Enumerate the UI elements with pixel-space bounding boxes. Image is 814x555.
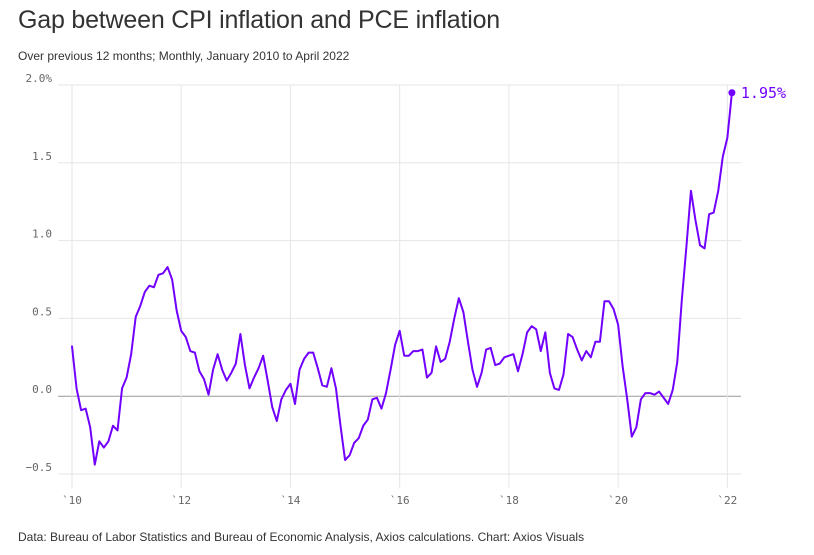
- series-line: [71, 91, 733, 466]
- x-tick-label: `14: [281, 494, 301, 507]
- x-tick-label: `12: [171, 494, 191, 507]
- x-tick-label: `22: [717, 494, 737, 507]
- y-tick-label: −0.5: [26, 461, 53, 474]
- x-tick-label: `10: [62, 494, 82, 507]
- end-value-label: 1.95%: [741, 84, 786, 102]
- source-footer: Data: Bureau of Labor Statistics and Bur…: [18, 530, 585, 544]
- y-tick-label: 0.0: [32, 383, 52, 396]
- y-tick-label: 2.0%: [26, 72, 53, 85]
- y-tick-label: 0.5: [32, 305, 52, 318]
- end-point-marker: [728, 89, 736, 97]
- grid-layer: [58, 84, 741, 488]
- series-layer: 1.95%: [71, 84, 786, 466]
- chart-subtitle: Over previous 12 months; Monthly, Januar…: [18, 49, 350, 63]
- x-tick-label: `18: [499, 494, 519, 507]
- x-tick-label: `16: [390, 494, 410, 507]
- y-tick-label: 1.0: [32, 228, 52, 241]
- chart-title: Gap between CPI inflation and PCE inflat…: [18, 6, 500, 34]
- y-tick-label: 1.5: [32, 150, 52, 163]
- axis-layer: 2.0% 1.5 1.0 0.5 0.0 −0.5 `10 `12 `14 `16 `18 `20 `2…: [26, 72, 738, 507]
- x-tick-label: `20: [608, 494, 628, 507]
